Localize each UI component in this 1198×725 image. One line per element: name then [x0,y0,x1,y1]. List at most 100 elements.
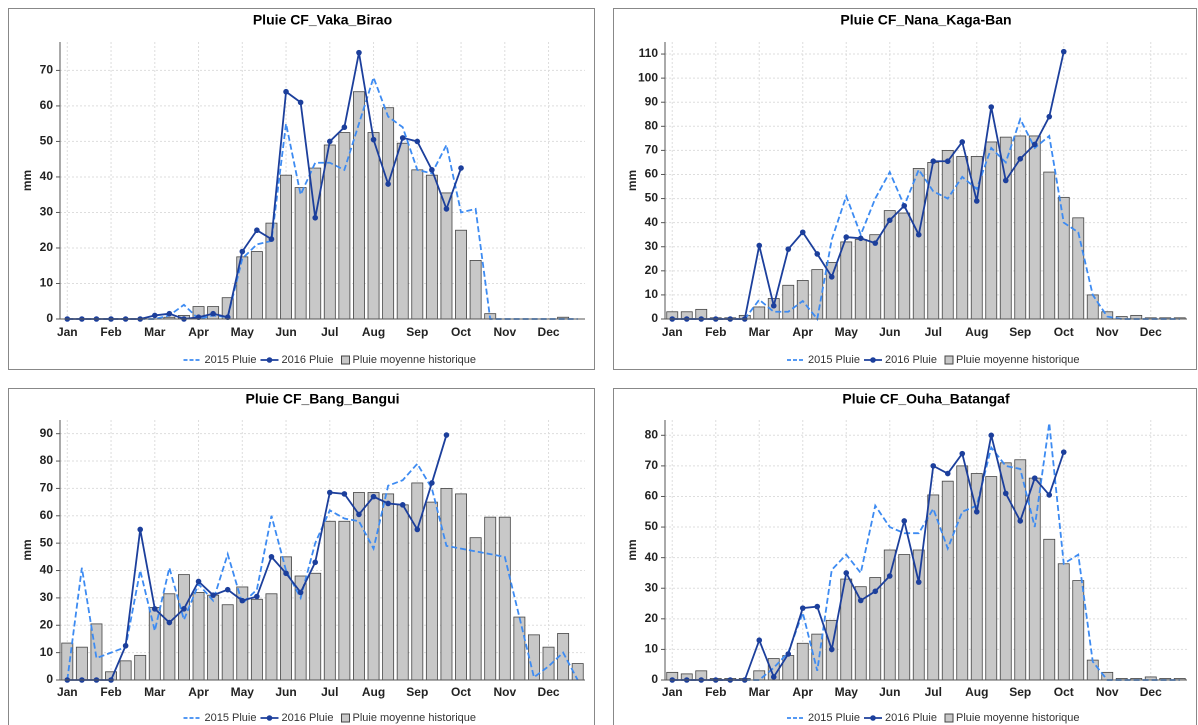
y-tick-label: 0 [46,311,53,325]
x-tick-label: Dec [1140,325,1162,339]
bar [323,144,336,320]
y-tick-label: 10 [645,642,659,656]
point [915,579,922,585]
chart-title: Pluie CF_Vaka_Birao [253,12,392,28]
point [886,217,893,224]
y-tick-label: 0 [46,672,53,686]
bar [883,549,896,681]
y-tick-label: 50 [40,134,54,148]
y-axis-label: mm [20,539,34,560]
y-tick-label: 60 [40,98,54,112]
x-tick-label: Oct [1054,685,1074,699]
legend-label: Pluie moyenne historique [353,354,477,366]
x-tick-label: Aug [362,685,385,699]
x-tick-label: Aug [362,325,385,339]
bar [250,598,263,681]
bar [941,480,954,681]
bar [1072,580,1085,681]
y-tick-label: 50 [645,519,659,533]
y-tick-label: 70 [645,143,659,157]
bar [484,516,497,681]
x-tick-label: Jul [925,685,942,699]
point [210,592,216,598]
y-tick-label: 20 [645,263,659,277]
point [843,570,850,576]
point [326,138,333,145]
x-tick-label: Sep [406,325,428,339]
y-tick-label: 20 [645,611,659,625]
bar [854,239,867,320]
legend-label: 2015 Pluie [808,354,860,366]
point [1060,48,1067,55]
x-tick-label: May [835,325,859,339]
x-tick-label: Jan [662,325,683,339]
point [443,432,450,438]
point [857,235,864,242]
bar [250,251,263,320]
x-tick-label: Sep [406,685,428,699]
y-tick-label: 70 [645,458,659,472]
point [385,500,391,507]
legend-label: 2016 Pluie [885,354,937,366]
y-tick-label: 40 [645,215,659,229]
point [341,491,348,497]
point [370,136,377,143]
y-tick-label: 80 [645,427,659,441]
legend-label: 2016 Pluie [282,354,334,366]
y-tick-label: 20 [40,240,54,254]
point [326,489,333,496]
y-tick-label: 20 [40,617,54,631]
legend-label: Pluie moyenne historique [956,712,1080,724]
legend-label: Pluie moyenne historique [956,354,1080,366]
point [195,578,202,585]
bar [840,241,853,320]
y-axis-label: mm [625,170,639,191]
legend-label: 2015 Pluie [205,354,257,366]
bar [134,654,147,681]
point [254,227,260,234]
bar [119,660,132,681]
y-tick-label: 80 [40,453,54,467]
x-tick-label: Feb [100,685,121,699]
bar [753,306,766,320]
x-tick-label: Jan [662,685,683,699]
y-tick-label: 50 [40,535,54,549]
point [1046,113,1053,120]
y-tick-label: 30 [645,239,659,253]
point [414,526,421,533]
bar [382,493,395,681]
point [799,605,806,611]
point [1060,449,1067,455]
y-tick-label: 40 [40,169,54,183]
bar [425,501,438,681]
y-tick-label: 50 [645,191,659,205]
bar [455,493,467,681]
bar [90,623,103,681]
x-tick-label: Apr [792,685,813,699]
bar [367,492,380,681]
point [166,619,173,626]
bar [309,572,322,681]
bar [498,516,511,681]
point [283,88,289,95]
point [785,651,792,657]
point [799,229,806,236]
bar [985,141,998,320]
bar [970,473,983,681]
y-tick-label: 10 [40,276,54,290]
x-tick-label: Mar [749,685,771,699]
y-tick-label: 60 [645,167,659,181]
chart-title: Pluie CF_Ouha_Batangaf [842,391,1010,407]
bar [221,604,234,681]
bar [1028,135,1041,320]
y-tick-label: 40 [40,563,54,577]
x-tick-label: Aug [965,685,988,699]
bar [869,234,882,320]
point [770,674,777,680]
point [886,573,893,579]
point [828,646,835,653]
